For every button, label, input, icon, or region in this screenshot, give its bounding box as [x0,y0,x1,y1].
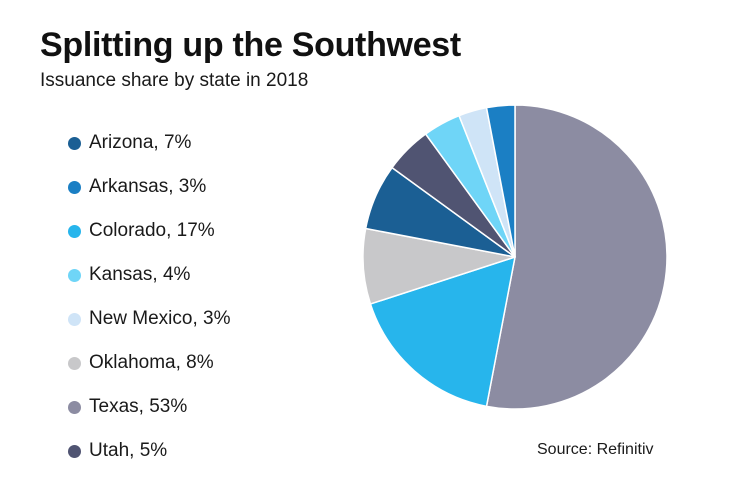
legend-label: Kansas4% [89,264,190,286]
legend-label: Oklahoma8% [89,352,214,374]
legend-state-name: Arizona [89,132,154,153]
legend-state-share: 5% [129,440,167,461]
pie-slice-arkansas [485,104,516,258]
legend-state-name: Kansas [89,264,153,285]
chart-subtitle: Issuance share by state in 2018 [40,70,309,91]
legend-label: Colorado17% [89,220,215,242]
legend-state-name: Colorado [89,220,167,241]
legend-label: Arizona7% [89,132,191,154]
legend-state-share: 8% [176,352,214,373]
legend-state-share: 53% [139,396,188,417]
legend-item-new-mexico: New Mexico3% [68,297,231,341]
legend-swatch-arizona [68,136,81,150]
legend-item-arkansas: Arkansas3% [68,165,231,209]
legend-state-name: Oklahoma [89,352,176,373]
source-note: Source: Refinitiv [537,441,654,458]
legend-item-colorado: Colorado17% [68,209,231,253]
pie-slice-colorado [369,256,516,408]
legend-swatch-new-mexico [68,312,81,326]
legend: Arizona7%Arkansas3%Colorado17%Kansas4%Ne… [68,121,231,473]
legend-item-texas: Texas53% [68,385,231,429]
legend-state-share: 7% [153,132,191,153]
legend-state-name: New Mexico [89,308,193,329]
legend-swatch-kansas [68,268,81,282]
legend-state-name: Arkansas [89,176,169,197]
legend-item-arizona: Arizona7% [68,121,231,165]
legend-state-share: 17% [166,220,215,241]
legend-label: New Mexico3% [89,308,231,330]
legend-swatch-oklahoma [68,356,81,370]
chart-title: Splitting up the Southwest [40,26,461,64]
legend-state-share: 4% [152,264,190,285]
pie-slice-texas [485,104,668,410]
legend-swatch-arkansas [68,180,81,194]
legend-label: Utah5% [89,440,167,462]
legend-label: Texas53% [89,396,187,418]
legend-label: Arkansas3% [89,176,206,198]
legend-state-name: Texas [89,396,139,417]
legend-item-oklahoma: Oklahoma8% [68,341,231,385]
legend-state-name: Utah [89,440,130,461]
legend-state-share: 3% [168,176,206,197]
legend-swatch-texas [68,400,81,414]
legend-item-kansas: Kansas4% [68,253,231,297]
legend-item-utah: Utah5% [68,429,231,473]
legend-swatch-utah [68,444,81,458]
legend-state-share: 3% [192,308,230,329]
legend-swatch-colorado [68,224,81,238]
